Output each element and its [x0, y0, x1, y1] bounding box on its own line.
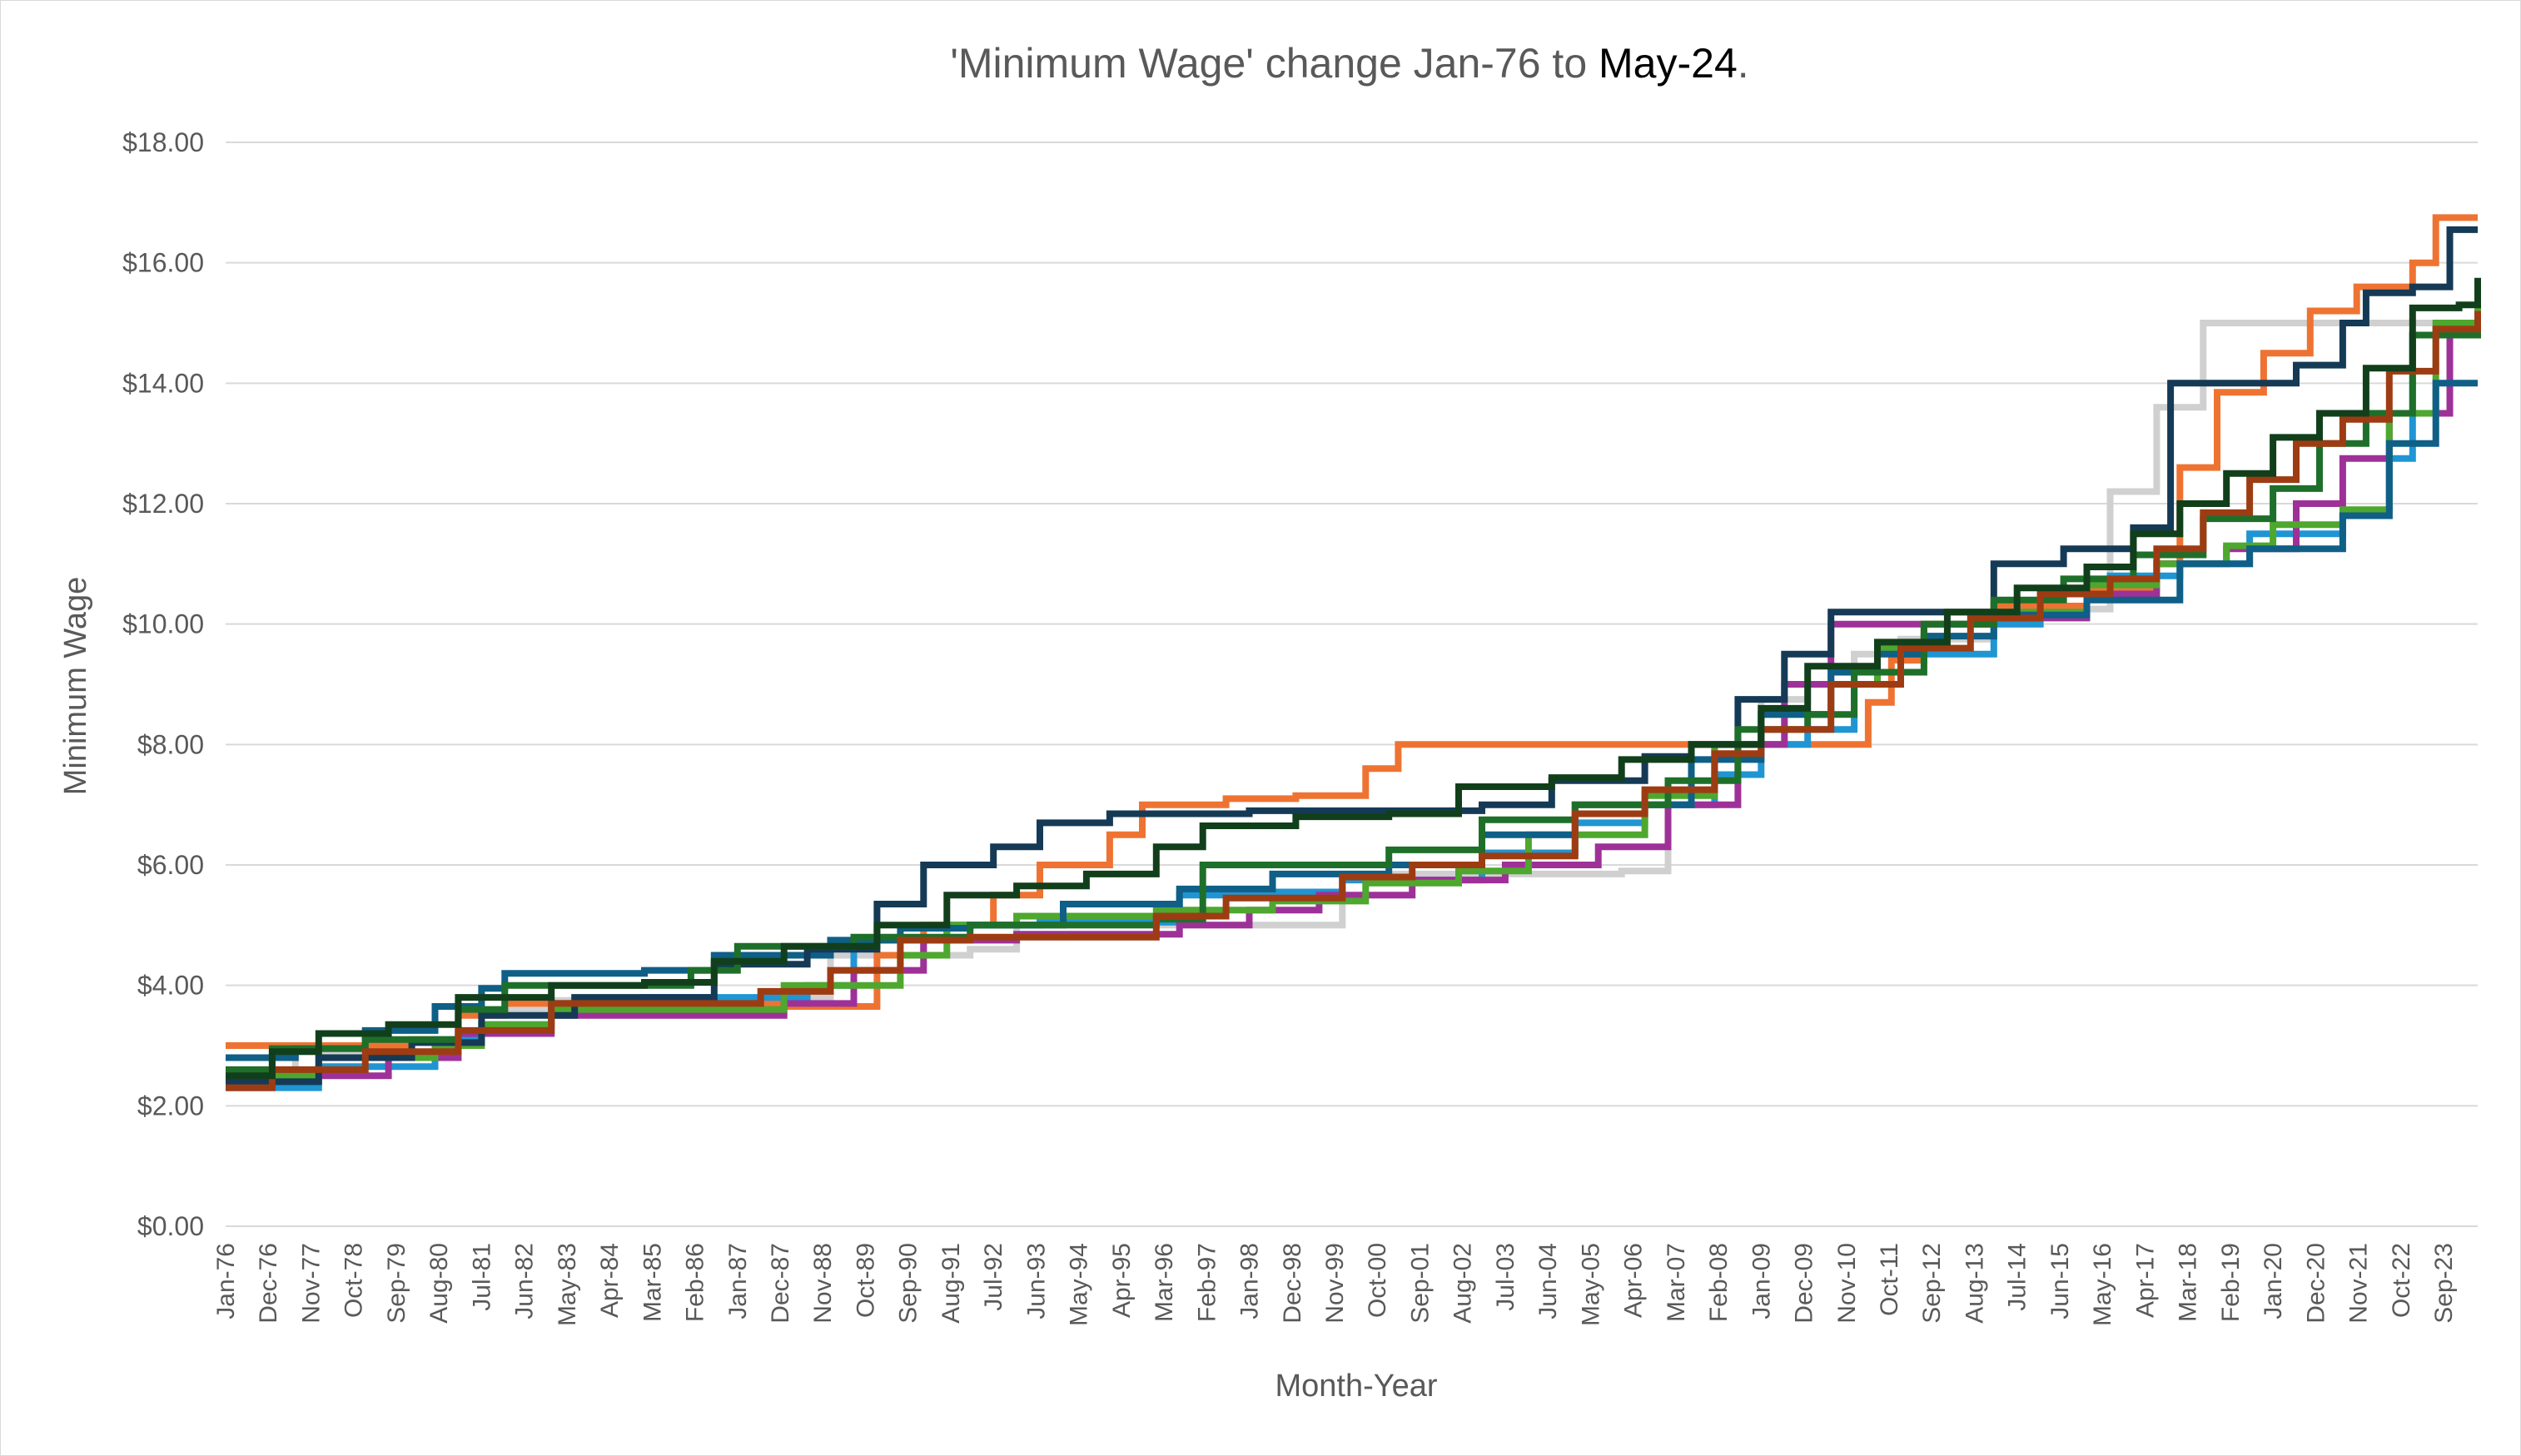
- x-tick-label: Aug-02: [1449, 1243, 1477, 1324]
- x-tick-label: May-94: [1066, 1243, 1093, 1326]
- x-tick-label: Sep-79: [383, 1243, 410, 1324]
- x-tick-label: Feb-08: [1705, 1243, 1733, 1322]
- x-axis-tick-labels: Jan-76 Dec-76 Nov-77 Oct-78 Sep-79 Aug-80 Jul-…: [212, 1243, 2458, 1326]
- x-tick-label: Oct-11: [1876, 1243, 1903, 1316]
- x-tick-label: Jan-09: [1748, 1243, 1775, 1319]
- chart-title: 'Minimum Wage' change Jan-76 to May-24.: [950, 40, 1748, 87]
- series-line: [226, 320, 2478, 1073]
- y-tick-label: $2.00: [137, 1091, 204, 1121]
- y-axis-title: Minimum Wage: [58, 577, 93, 796]
- x-tick-label: Mar-18: [2175, 1243, 2202, 1322]
- x-tick-label: Nov-10: [1833, 1243, 1861, 1324]
- x-tick-label: May-05: [1577, 1243, 1604, 1326]
- y-tick-label: $14.00: [122, 368, 204, 398]
- x-tick-label: Jun-93: [1022, 1243, 1050, 1319]
- x-tick-label: Feb-97: [1193, 1243, 1221, 1322]
- x-tick-label: Mar-85: [639, 1243, 666, 1322]
- x-tick-label: May-16: [2089, 1243, 2116, 1326]
- x-tick-label: Jun-15: [2046, 1243, 2074, 1319]
- series-line: [226, 292, 2481, 1091]
- y-tick-label: $8.00: [137, 729, 204, 759]
- y-tick-label: $12.00: [122, 489, 204, 519]
- y-axis-tick-labels: $0.00 $2.00 $4.00 $6.00 $8.00 $10.00 $12.00 $14…: [122, 127, 204, 1241]
- series-line: [226, 214, 2478, 1049]
- x-tick-label: Aug-91: [937, 1243, 965, 1324]
- x-tick-label: Oct-89: [852, 1243, 879, 1318]
- x-tick-label: Apr-84: [596, 1243, 624, 1318]
- x-tick-label: Dec-76: [255, 1243, 282, 1324]
- x-tick-label: Oct-00: [1364, 1243, 1391, 1318]
- x-tick-label: Sep-23: [2430, 1243, 2458, 1324]
- x-tick-label: Nov-99: [1321, 1243, 1349, 1324]
- x-tick-label: Jun-04: [1534, 1243, 1562, 1319]
- x-tick-label: Sep-01: [1406, 1243, 1434, 1324]
- series-line: [226, 323, 2481, 1073]
- y-tick-label: $16.00: [122, 248, 204, 278]
- chart-title-part: 'Minimum Wage' change Jan-76 to: [950, 40, 1599, 87]
- x-tick-label: Feb-86: [682, 1243, 709, 1322]
- x-tick-label: Nov-88: [809, 1243, 837, 1324]
- x-tick-label: Jan-76: [212, 1243, 240, 1319]
- x-tick-label: Sep-12: [1918, 1243, 1946, 1324]
- x-tick-label: Jul-03: [1492, 1243, 1519, 1311]
- series-line: [226, 380, 2478, 1061]
- y-tick-label: $6.00: [137, 850, 204, 880]
- y-tick-label: $10.00: [122, 609, 204, 639]
- x-axis-title: Month-Year: [1275, 1369, 1437, 1404]
- x-tick-label: Aug-13: [1961, 1243, 1988, 1324]
- chart-title-part: May-24: [1599, 40, 1738, 87]
- gridlines: [226, 142, 2478, 1227]
- x-tick-label: Jan-98: [1236, 1243, 1264, 1319]
- x-tick-label: May-83: [554, 1243, 581, 1326]
- y-tick-label: $0.00: [137, 1211, 204, 1241]
- x-tick-label: Jul-81: [468, 1243, 495, 1311]
- x-tick-label: Aug-80: [425, 1243, 453, 1324]
- y-tick-label: $4.00: [137, 971, 204, 1001]
- y-tick-label: $18.00: [122, 127, 204, 157]
- x-tick-label: Oct-22: [2388, 1243, 2415, 1318]
- x-tick-label: Jan-87: [724, 1243, 752, 1319]
- x-tick-label: Nov-77: [297, 1243, 325, 1324]
- x-tick-label: Jul-14: [2004, 1243, 2031, 1311]
- x-tick-label: Dec-98: [1279, 1243, 1306, 1324]
- x-tick-label: Sep-90: [895, 1243, 922, 1324]
- x-tick-label: Dec-87: [767, 1243, 794, 1324]
- x-tick-label: Nov-21: [2345, 1243, 2373, 1324]
- x-tick-label: Oct-78: [341, 1243, 368, 1318]
- x-tick-label: Feb-19: [2217, 1243, 2245, 1322]
- series-line: [226, 277, 2481, 1080]
- series-line: [226, 311, 2481, 1091]
- x-tick-label: Mar-96: [1151, 1243, 1178, 1322]
- x-tick-label: Apr-95: [1108, 1243, 1136, 1318]
- x-tick-label: Jul-92: [980, 1243, 1007, 1311]
- series-lines: [226, 214, 2481, 1091]
- x-tick-label: Apr-06: [1620, 1243, 1648, 1318]
- x-tick-label: Dec-09: [1791, 1243, 1818, 1324]
- x-tick-label: Jun-82: [511, 1243, 539, 1319]
- chart-title-part: .: [1738, 40, 1749, 87]
- series-line: [226, 226, 2478, 1086]
- x-tick-label: Mar-07: [1663, 1243, 1690, 1322]
- x-tick-label: Dec-20: [2302, 1243, 2330, 1324]
- x-tick-label: Jan-20: [2260, 1243, 2287, 1319]
- series-line: [226, 305, 2481, 1080]
- x-tick-label: Apr-17: [2131, 1243, 2159, 1318]
